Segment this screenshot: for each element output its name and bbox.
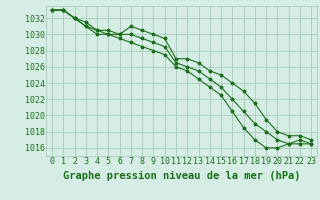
X-axis label: Graphe pression niveau de la mer (hPa): Graphe pression niveau de la mer (hPa) [63, 171, 300, 181]
